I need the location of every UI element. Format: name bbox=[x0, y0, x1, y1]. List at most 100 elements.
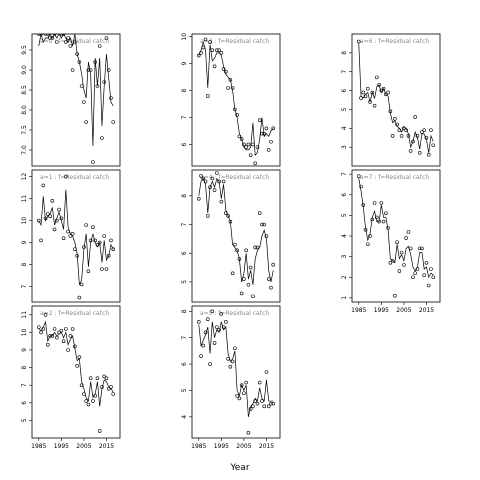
data-point bbox=[264, 370, 269, 374]
data-point bbox=[104, 376, 109, 380]
data-point bbox=[226, 86, 230, 90]
data-point bbox=[233, 242, 237, 247]
y-tick-label: 10 bbox=[21, 328, 28, 336]
plot-area: a=1 : f=Residual catch bbox=[36, 174, 116, 300]
data-point bbox=[244, 380, 248, 385]
data-point bbox=[255, 401, 260, 406]
data-point bbox=[91, 399, 95, 403]
data-point bbox=[359, 184, 363, 189]
data-point bbox=[221, 67, 226, 71]
data-point bbox=[82, 100, 86, 104]
y-tick-label: 8 bbox=[21, 366, 28, 370]
data-point bbox=[244, 248, 248, 253]
data-point bbox=[219, 199, 224, 204]
data-point bbox=[212, 188, 217, 192]
data-point bbox=[217, 179, 221, 184]
data-point bbox=[58, 29, 61, 32]
data-point bbox=[104, 36, 109, 40]
data-point bbox=[266, 277, 271, 281]
data-point bbox=[88, 68, 93, 72]
data-point bbox=[215, 171, 219, 175]
data-point bbox=[388, 261, 393, 265]
panel-title: a=7 : f=Residual catch bbox=[360, 174, 429, 181]
data-point bbox=[417, 151, 422, 155]
data-point bbox=[201, 343, 206, 348]
data-point bbox=[417, 246, 422, 251]
data-point bbox=[97, 429, 102, 433]
panel-frame bbox=[31, 169, 121, 303]
plot-area: a=7 : f=Residual catch bbox=[356, 174, 436, 298]
data-point bbox=[269, 285, 273, 290]
y-tick-label: 8.5 bbox=[21, 85, 28, 95]
data-point bbox=[208, 40, 212, 44]
y-tick-label: 6 bbox=[181, 142, 188, 146]
y-tick-label: 2 bbox=[341, 275, 348, 279]
data-point bbox=[404, 128, 408, 132]
data-point bbox=[237, 257, 242, 261]
panel-title: a=4 : f=Residual catch bbox=[200, 174, 269, 181]
data-point bbox=[208, 362, 212, 366]
data-point bbox=[420, 246, 424, 251]
data-point bbox=[237, 134, 242, 139]
data-point bbox=[91, 225, 95, 229]
data-point bbox=[375, 215, 379, 220]
data-point bbox=[386, 225, 390, 230]
data-point bbox=[426, 283, 431, 288]
data-point bbox=[224, 69, 228, 74]
x-tick-label: 2015 bbox=[259, 443, 274, 450]
data-point bbox=[59, 328, 64, 333]
data-point bbox=[269, 401, 273, 406]
data-point bbox=[260, 222, 264, 227]
data-point bbox=[413, 115, 417, 119]
data-point bbox=[95, 243, 100, 247]
data-point bbox=[215, 325, 219, 329]
data-point bbox=[361, 90, 366, 95]
panel-frame bbox=[351, 169, 441, 303]
y-tick-label: 5 bbox=[181, 280, 188, 284]
data-point bbox=[217, 327, 221, 332]
y-tick-label: 12 bbox=[21, 173, 28, 181]
data-point bbox=[264, 234, 269, 238]
data-point bbox=[70, 232, 75, 236]
y-tick-label: 8 bbox=[341, 51, 348, 55]
data-point bbox=[244, 145, 248, 149]
data-point bbox=[55, 40, 59, 44]
data-point bbox=[424, 261, 429, 265]
data-point bbox=[75, 52, 79, 56]
y-tick-label: 9 bbox=[181, 62, 188, 66]
data-point bbox=[111, 120, 116, 124]
data-point bbox=[55, 335, 59, 340]
panel-0: a=0 : f=Residual catch 7.0 7.5 8.0 8.5 9.0 9.5 bbox=[21, 29, 121, 167]
data-point bbox=[253, 245, 257, 250]
data-point bbox=[55, 218, 59, 223]
data-point bbox=[356, 174, 361, 178]
data-point bbox=[242, 277, 246, 281]
y-tick-label: 11 bbox=[21, 311, 28, 319]
data-point bbox=[226, 356, 230, 361]
series-line bbox=[198, 177, 274, 285]
x-tick-label: 2015 bbox=[419, 307, 434, 314]
data-point bbox=[388, 109, 393, 114]
data-point bbox=[411, 275, 415, 280]
data-point bbox=[75, 254, 79, 258]
data-point bbox=[205, 317, 210, 322]
panel-4: a=4 : f=Residual catch 5 6 7 8 bbox=[181, 169, 281, 303]
data-point bbox=[43, 312, 48, 317]
data-point bbox=[84, 120, 88, 124]
data-point bbox=[368, 100, 372, 104]
panel-title: a=6 : f=Residual catch bbox=[360, 38, 429, 45]
data-point bbox=[82, 392, 86, 396]
data-point bbox=[375, 75, 379, 80]
data-point bbox=[370, 90, 375, 95]
series-line bbox=[38, 34, 114, 147]
data-point bbox=[377, 83, 381, 87]
data-point bbox=[102, 374, 107, 379]
data-point bbox=[271, 262, 276, 267]
data-point bbox=[36, 218, 41, 223]
data-point bbox=[196, 53, 201, 58]
data-point bbox=[406, 134, 411, 138]
data-point bbox=[201, 45, 206, 50]
y-tick-label: 5 bbox=[181, 388, 188, 392]
data-point bbox=[73, 40, 77, 44]
data-point bbox=[251, 294, 255, 299]
